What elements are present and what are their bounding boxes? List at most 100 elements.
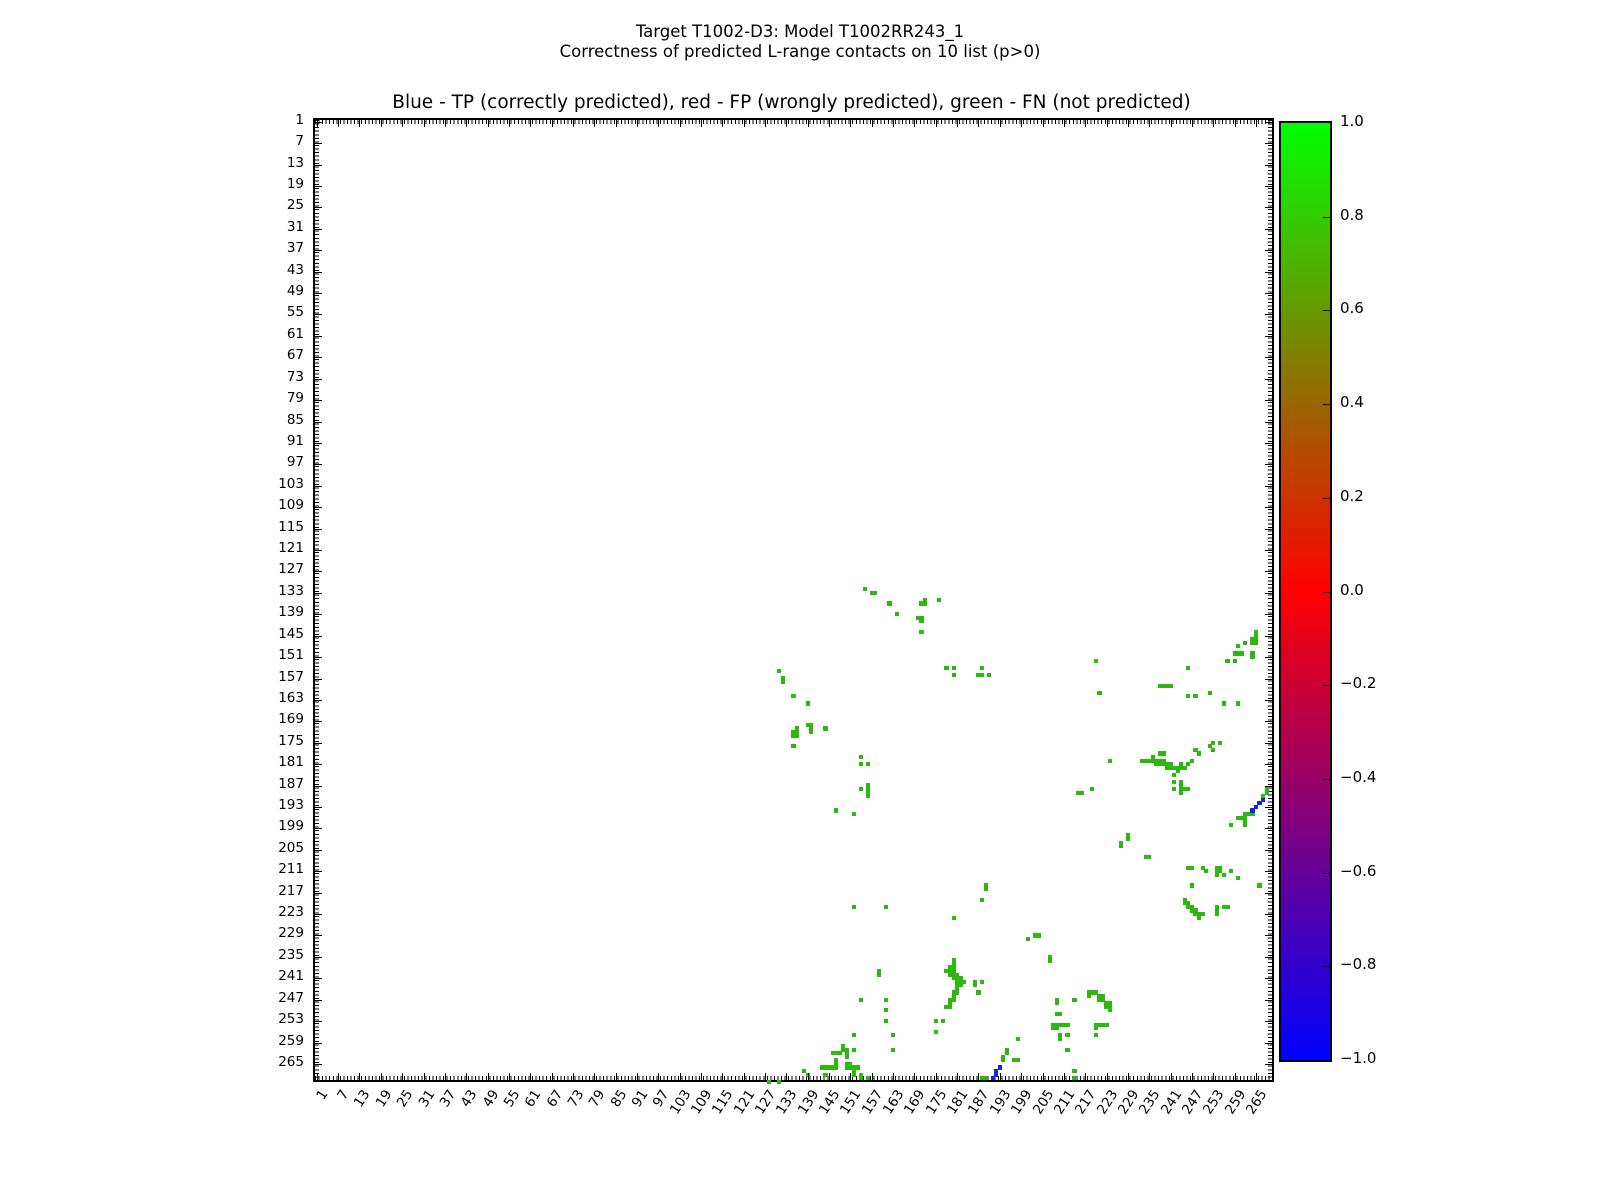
y-major-tick — [315, 271, 322, 273]
y-major-tick — [1265, 1063, 1272, 1065]
y-major-tick — [1265, 550, 1272, 552]
x-major-tick — [914, 120, 916, 127]
fn-contact-cell — [1164, 762, 1170, 767]
x-major-tick — [722, 1073, 724, 1080]
fn-contact-cell — [1168, 762, 1173, 767]
x-major-tick — [935, 1073, 937, 1080]
y-major-tick — [1265, 699, 1272, 701]
x-major-tick — [338, 120, 340, 127]
fn-contact-cell — [809, 726, 814, 731]
fn-contact-cell — [1196, 911, 1202, 917]
y-major-tick — [315, 1021, 322, 1023]
y-major-tick — [1265, 164, 1272, 166]
x-major-tick — [316, 120, 318, 127]
fn-contact-cell — [1250, 812, 1255, 817]
y-major-tick — [315, 250, 322, 252]
fn-contact-cell — [823, 1065, 828, 1070]
colorbar-tick-label: 0.4 — [1340, 393, 1364, 412]
x-major-tick — [658, 1073, 660, 1080]
fn-contact-cell — [823, 1072, 828, 1077]
y-major-tick — [315, 335, 322, 337]
fn-contact-cell — [1189, 883, 1195, 888]
fn-contact-cell — [1004, 1047, 1010, 1052]
y-major-tick — [315, 635, 322, 637]
fn-contact-cell — [851, 1072, 857, 1077]
fn-contact-cell — [1214, 865, 1219, 870]
fn-contact-cell — [951, 665, 956, 670]
fn-contact-cell — [841, 1047, 846, 1052]
fn-contact-cell — [1189, 758, 1195, 763]
colorbar-tick — [1323, 404, 1330, 406]
y-tick-label: 133 — [278, 582, 304, 599]
y-major-tick — [1265, 528, 1272, 530]
fn-contact-cell — [1118, 844, 1123, 849]
fn-contact-cell — [972, 983, 978, 988]
fn-contact-cell — [1168, 765, 1173, 770]
fn-contact-cell — [855, 1065, 860, 1070]
x-major-tick — [402, 1073, 404, 1080]
fn-contact-cell — [1161, 758, 1166, 763]
fn-contact-cell — [1097, 690, 1102, 695]
x-major-tick — [850, 120, 852, 127]
fn-contact-cell — [873, 590, 878, 595]
fn-contact-cell — [1172, 787, 1177, 792]
x-major-tick — [893, 120, 895, 127]
x-major-tick — [487, 1073, 489, 1080]
fn-contact-cell — [1214, 904, 1219, 909]
y-tick-label: 151 — [278, 647, 304, 664]
y-major-tick — [315, 999, 322, 1001]
x-major-tick — [551, 1073, 553, 1080]
y-tick-label: 43 — [286, 261, 304, 278]
fn-contact-cell — [791, 729, 796, 735]
fn-contact-cell — [1225, 904, 1230, 909]
fn-contact-cell — [1001, 1054, 1006, 1059]
y-major-tick — [315, 828, 322, 830]
fn-contact-cell — [844, 1054, 849, 1059]
x-major-tick — [914, 1073, 916, 1080]
fn-contact-cell — [1243, 815, 1248, 820]
x-major-tick — [1234, 1073, 1236, 1080]
fn-contact-cell — [1058, 1011, 1063, 1017]
fn-contact-cell — [1090, 787, 1095, 792]
y-major-tick — [1265, 271, 1272, 273]
y-tick-label: 163 — [278, 689, 304, 706]
fn-contact-cell — [1193, 908, 1198, 913]
fn-contact-cell — [851, 1068, 857, 1074]
fn-contact-cell — [894, 612, 899, 617]
y-major-tick — [315, 1042, 322, 1044]
y-tick-label: 241 — [278, 968, 304, 985]
fn-contact-cell — [1161, 762, 1166, 767]
colorbar-tick-label: 0.6 — [1340, 299, 1364, 318]
fn-contact-cell — [1221, 872, 1227, 877]
fn-contact-cell — [883, 997, 889, 1002]
fn-contact-cell — [933, 1019, 938, 1024]
x-major-tick — [1191, 120, 1193, 127]
x-major-tick — [594, 1073, 596, 1080]
y-tick-label: 127 — [278, 561, 304, 578]
x-major-tick — [1255, 1073, 1257, 1080]
fn-contact-cell — [1147, 758, 1152, 763]
fn-contact-cell — [1051, 1022, 1056, 1027]
x-major-tick — [1127, 1073, 1129, 1080]
fn-contact-cell — [1026, 936, 1031, 942]
fn-contact-cell — [1236, 644, 1241, 649]
fn-contact-cell — [1214, 908, 1219, 913]
fn-contact-cell — [955, 990, 960, 995]
colorbar-tick-label: 0.8 — [1340, 205, 1364, 224]
colorbar — [1279, 121, 1332, 1062]
x-major-tick — [658, 120, 660, 127]
fn-contact-cell — [1236, 876, 1241, 881]
fn-contact-cell — [1179, 787, 1184, 792]
fn-contact-cell — [1186, 904, 1191, 909]
fn-contact-cell — [983, 886, 988, 892]
x-major-tick — [1234, 120, 1236, 127]
x-major-tick — [893, 1073, 895, 1080]
y-major-tick — [315, 293, 322, 295]
fn-contact-cell — [834, 1065, 839, 1070]
fn-contact-cell — [919, 601, 924, 606]
fn-contact-cell — [1065, 1047, 1070, 1052]
y-tick-label: 25 — [286, 197, 304, 214]
x-major-tick — [359, 1073, 361, 1080]
y-major-tick — [1265, 293, 1272, 295]
y-major-tick — [1265, 143, 1272, 145]
